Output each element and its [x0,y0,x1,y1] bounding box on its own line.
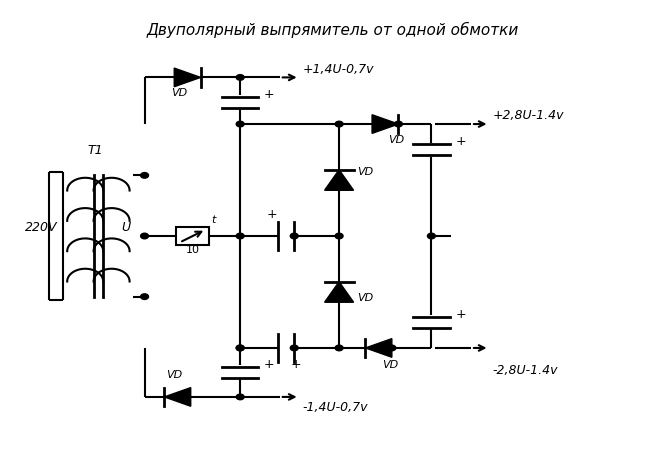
Circle shape [291,233,298,239]
Polygon shape [174,68,201,87]
Text: VD: VD [358,168,374,177]
Circle shape [335,345,343,351]
Text: 10: 10 [186,245,200,255]
Text: +: + [263,358,274,371]
Text: VD: VD [388,135,405,145]
Circle shape [236,121,244,127]
Text: t: t [211,215,215,225]
Circle shape [140,173,148,178]
Circle shape [236,345,244,351]
Circle shape [335,121,343,127]
Circle shape [140,294,148,299]
FancyBboxPatch shape [176,227,209,245]
Polygon shape [366,338,392,357]
Text: T1: T1 [87,144,103,157]
Text: VD: VD [166,370,182,380]
Circle shape [140,233,148,239]
Circle shape [236,345,244,351]
Text: -1,4U-0,7v: -1,4U-0,7v [303,401,368,414]
Polygon shape [325,170,354,190]
Circle shape [394,121,402,127]
Polygon shape [372,115,398,134]
Text: +1,4U-0,7v: +1,4U-0,7v [303,63,374,76]
Text: +: + [455,135,465,148]
Circle shape [388,345,396,351]
Text: Двуполярный выпрямитель от одной обмотки: Двуполярный выпрямитель от одной обмотки [146,21,519,38]
Circle shape [291,345,298,351]
Circle shape [236,233,244,239]
Text: +: + [291,357,301,371]
Polygon shape [325,282,354,302]
Text: 220V: 220V [25,221,58,234]
Circle shape [236,75,244,80]
Text: +: + [263,88,274,101]
Text: +: + [267,208,277,221]
Circle shape [236,394,244,400]
Text: +2,8U-1.4v: +2,8U-1.4v [493,110,564,122]
Text: U: U [122,221,130,234]
Text: VD: VD [358,293,374,303]
Text: -2,8U-1.4v: -2,8U-1.4v [493,363,558,377]
Text: VD: VD [382,360,398,370]
Text: VD: VD [172,88,188,98]
Circle shape [428,233,436,239]
Text: +: + [455,308,465,321]
Circle shape [335,233,343,239]
Polygon shape [164,388,191,406]
